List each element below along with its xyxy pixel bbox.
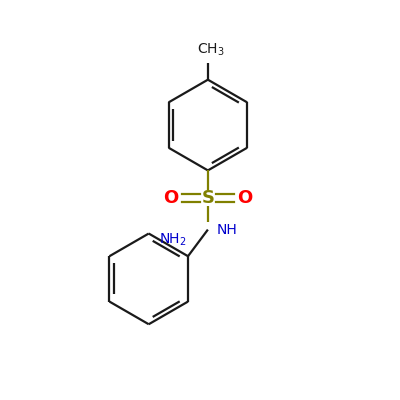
Text: NH$_2$: NH$_2$ xyxy=(158,231,186,248)
Text: O: O xyxy=(164,189,179,207)
Text: CH$_3$: CH$_3$ xyxy=(197,42,225,58)
Text: O: O xyxy=(237,189,252,207)
Text: S: S xyxy=(201,189,214,207)
Text: NH: NH xyxy=(216,222,237,236)
